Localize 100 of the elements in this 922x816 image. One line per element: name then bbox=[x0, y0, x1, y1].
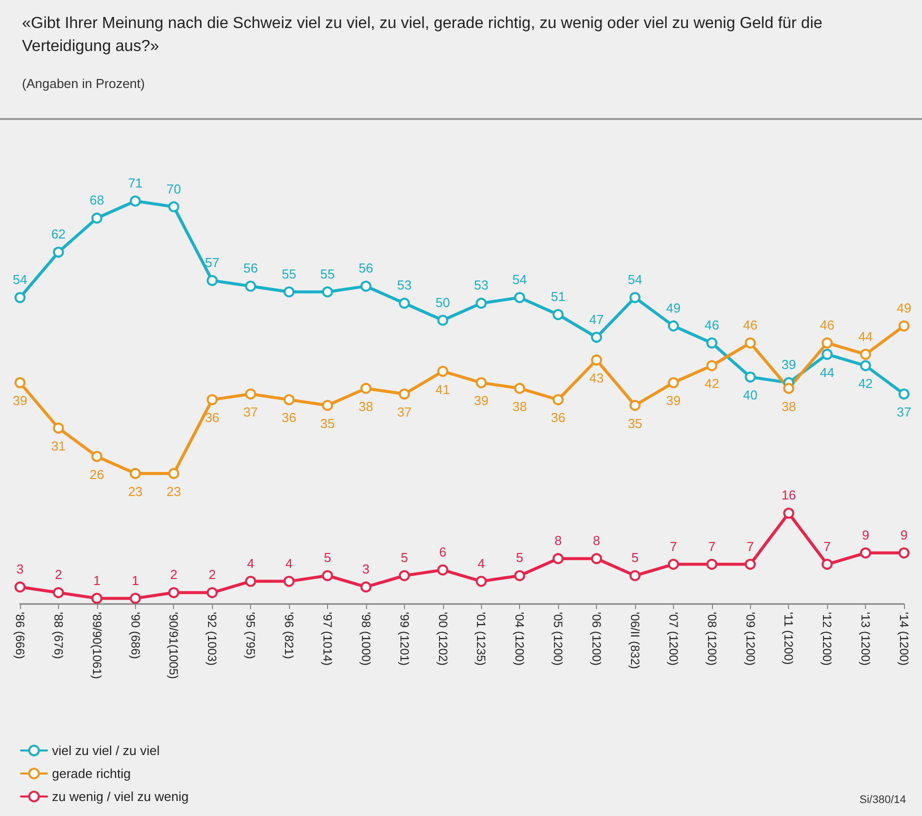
point bbox=[52, 587, 64, 598]
data-label: 55 bbox=[320, 266, 335, 282]
point bbox=[91, 592, 102, 604]
x-tick-label: '98 (1000) bbox=[358, 612, 373, 666]
point bbox=[668, 320, 679, 332]
legend-label: zu wenig / viel zu wenig bbox=[52, 789, 189, 804]
data-label: 37 bbox=[896, 404, 912, 420]
x-tick-label: '95 (795) bbox=[244, 612, 258, 659]
point bbox=[437, 314, 448, 326]
data-label: 41 bbox=[436, 382, 450, 397]
point bbox=[706, 558, 718, 570]
data-label: 4 bbox=[246, 556, 254, 571]
data-label: 39 bbox=[781, 357, 796, 372]
data-label: 44 bbox=[820, 364, 834, 380]
data-label: 5 bbox=[631, 550, 639, 566]
point bbox=[591, 354, 602, 366]
x-tick-label: '08 (1200) bbox=[704, 612, 719, 666]
point bbox=[744, 372, 756, 382]
data-label: 38 bbox=[512, 398, 527, 414]
x-tick-label: '11 (1200) bbox=[782, 612, 796, 665]
point bbox=[245, 576, 256, 587]
point bbox=[437, 366, 448, 377]
data-label: 23 bbox=[128, 484, 143, 499]
data-label: 1 bbox=[93, 572, 100, 588]
x-tick-label: '01 (1235) bbox=[474, 612, 488, 666]
point bbox=[476, 377, 487, 388]
point bbox=[398, 570, 410, 582]
data-label: 36 bbox=[550, 410, 566, 426]
data-label: 16 bbox=[781, 488, 796, 503]
point bbox=[322, 400, 333, 411]
x-tick-label: '06 (1200) bbox=[590, 612, 604, 666]
data-label: 54 bbox=[512, 272, 527, 288]
data-label: 38 bbox=[781, 398, 796, 414]
data-label: 46 bbox=[820, 317, 834, 332]
x-tick-label: '96 (821) bbox=[282, 612, 296, 659]
legend-label: gerade richtig bbox=[52, 766, 131, 781]
x-tick-label: '99 (1201) bbox=[397, 612, 412, 666]
x-tick-label: '14 (1200) bbox=[897, 612, 911, 666]
legend-label: viel zu viel / zu viel bbox=[52, 743, 160, 758]
point bbox=[783, 382, 794, 394]
point bbox=[591, 553, 602, 564]
point bbox=[552, 394, 564, 406]
data-label: 49 bbox=[666, 300, 681, 316]
point bbox=[322, 286, 333, 298]
data-label: 54 bbox=[12, 272, 28, 288]
x-tick-label: '09 (1200) bbox=[743, 612, 758, 666]
point bbox=[398, 388, 410, 400]
point bbox=[437, 564, 448, 576]
data-label: 50 bbox=[436, 294, 450, 310]
chart-subtitle: (Angaben in Prozent) bbox=[22, 76, 145, 91]
data-label: 5 bbox=[324, 550, 332, 566]
x-tick-label: '05 (1200) bbox=[551, 612, 566, 666]
data-label: 43 bbox=[589, 370, 604, 386]
point bbox=[783, 508, 794, 519]
data-label: 40 bbox=[743, 388, 758, 402]
point bbox=[822, 348, 833, 360]
data-label: 9 bbox=[900, 527, 908, 542]
point bbox=[91, 450, 102, 462]
data-label: 39 bbox=[12, 393, 28, 408]
data-label: 54 bbox=[628, 272, 642, 288]
data-label: 53 bbox=[474, 278, 488, 293]
point bbox=[14, 581, 26, 592]
point bbox=[706, 337, 718, 348]
point bbox=[245, 388, 256, 400]
data-label: 57 bbox=[204, 255, 220, 270]
point bbox=[706, 360, 718, 372]
point bbox=[206, 394, 218, 406]
data-label: 51 bbox=[550, 289, 566, 304]
data-label: 7 bbox=[824, 538, 831, 554]
data-label: 5 bbox=[400, 550, 408, 566]
point bbox=[860, 360, 872, 372]
point bbox=[898, 388, 910, 400]
point bbox=[860, 547, 872, 558]
data-label: 36 bbox=[204, 410, 220, 426]
x-tick-label: '92 (1003) bbox=[205, 612, 220, 666]
x-tick-label: '89/90(1061) bbox=[90, 612, 104, 680]
data-label: 38 bbox=[358, 398, 374, 414]
x-tick-label: '00 (1202) bbox=[436, 612, 450, 666]
data-label: 1 bbox=[132, 572, 139, 588]
point bbox=[514, 570, 526, 582]
point bbox=[360, 280, 372, 292]
data-label: 3 bbox=[362, 561, 370, 576]
point bbox=[668, 377, 679, 388]
data-label: 62 bbox=[51, 226, 66, 242]
data-label: 47 bbox=[589, 312, 604, 327]
data-label: 7 bbox=[746, 538, 754, 554]
data-label: 42 bbox=[858, 376, 873, 392]
data-label: 55 bbox=[282, 266, 296, 282]
data-label: 35 bbox=[628, 416, 642, 431]
data-label: 71 bbox=[128, 176, 143, 191]
data-label: 53 bbox=[397, 278, 412, 293]
point bbox=[860, 348, 872, 360]
point bbox=[168, 201, 180, 212]
data-label: 2 bbox=[170, 567, 178, 582]
point bbox=[591, 332, 602, 343]
point bbox=[514, 292, 526, 304]
x-tick-label: '90/91(1005) bbox=[166, 612, 181, 680]
point bbox=[130, 592, 141, 604]
point bbox=[629, 292, 640, 304]
data-label: 7 bbox=[708, 538, 716, 554]
